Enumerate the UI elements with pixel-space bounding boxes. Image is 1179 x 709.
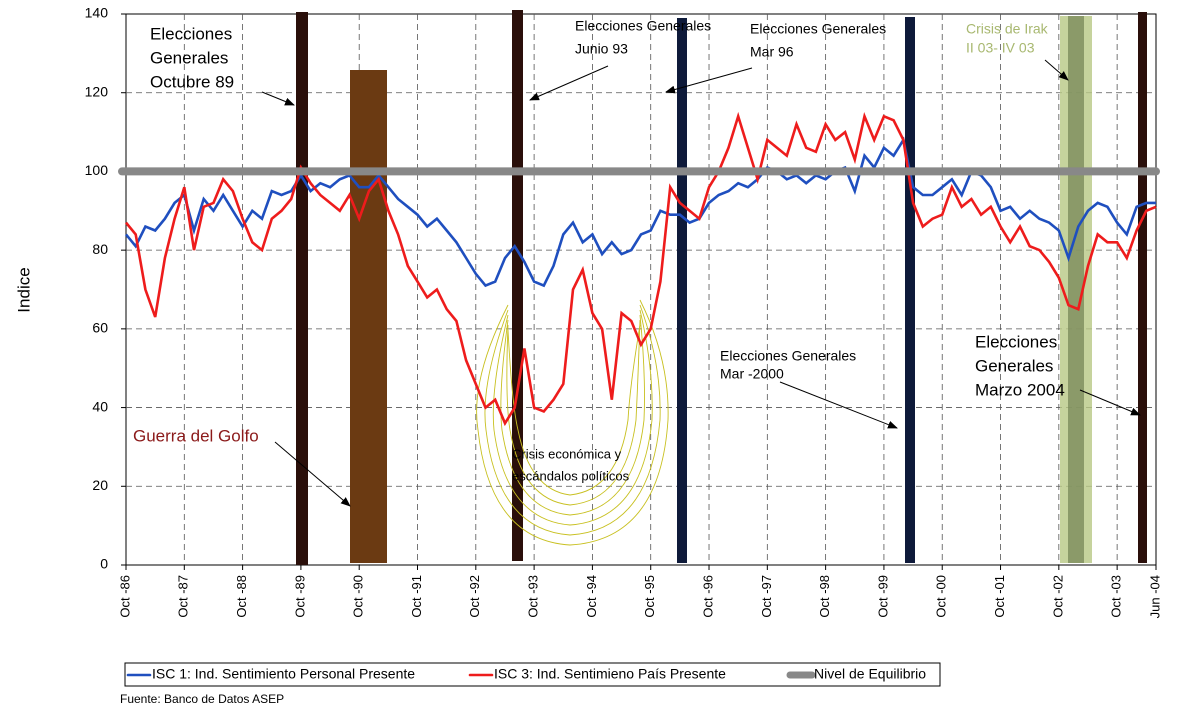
annotation: Elecciones Generales (750, 21, 886, 37)
band-mar96 (677, 18, 687, 563)
band-jun93 (512, 10, 523, 561)
annotation: Elecciones (150, 24, 232, 43)
arrow (274, 441, 351, 507)
x-tick-label: Oct -93 (526, 575, 541, 618)
x-tick-label: Oct -01 (992, 575, 1007, 618)
band-mar00 (905, 17, 915, 563)
x-tick-label: Oct -92 (467, 575, 482, 618)
x-tick-label: Oct -90 (351, 575, 366, 618)
legend-label: ISC 3: Ind. Sentimieno País Presente (494, 666, 726, 682)
x-tick-label: Jun -04 (1147, 575, 1162, 618)
annotation: Elecciones (975, 332, 1057, 351)
annotation: Generales (975, 356, 1053, 375)
legend-box (124, 662, 941, 687)
series-line (124, 111, 1157, 427)
legend-label: ISC 1: Ind. Sentimiento Personal Present… (152, 666, 415, 682)
x-tick-label: Oct -98 (817, 575, 832, 618)
y-tick-label: 0 (100, 556, 108, 572)
x-tick-label: Oct -97 (759, 575, 774, 618)
arrow (779, 381, 898, 429)
x-tick-label: Oct -99 (875, 575, 890, 618)
x-tick-label: Oct -88 (234, 575, 249, 618)
annotation: escándalos políticos (512, 468, 630, 483)
plot-frame (125, 13, 1157, 566)
arrow (261, 91, 295, 106)
annotation: Mar -2000 (720, 366, 784, 382)
annotation: Generales (150, 48, 228, 67)
annotation: Crisis económica y (512, 446, 622, 461)
annotation: Elecciones Generales (720, 348, 856, 364)
arrow (1044, 59, 1069, 81)
x-tick-label: Oct -02 (1050, 575, 1065, 618)
annotation: Guerra del Golfo (133, 426, 259, 445)
y-tick-label: 120 (85, 83, 109, 99)
x-tick-label: Oct -87 (176, 575, 191, 618)
arrow (1079, 389, 1141, 416)
y-axis-label: Indice (14, 267, 33, 312)
plot (118, 111, 1160, 427)
event-bands (296, 10, 1147, 565)
arrows (261, 59, 1141, 507)
y-tick-label: 20 (92, 477, 108, 493)
crisis-fan (476, 299, 669, 546)
annotation: Mar 96 (750, 44, 794, 60)
y-tick-label: 40 (92, 398, 108, 414)
y-tick-label: 60 (92, 320, 108, 336)
x-tick-label: Oct -96 (700, 575, 715, 618)
y-tick-label: 100 (85, 162, 109, 178)
annotation: II 03- IV 03 (966, 40, 1035, 56)
annotations: Elecciones Generales Octubre 89 Elecciones … (133, 18, 1065, 484)
x-tick-label: Oct -94 (584, 575, 599, 618)
annotation: Octubre 89 (150, 72, 234, 91)
arrow (665, 67, 753, 94)
y-tick-label: 80 (92, 241, 108, 257)
y-tick-label: 140 (85, 5, 109, 21)
annotation: Junio 93 (575, 41, 628, 57)
annotation: Marzo 2004 (975, 380, 1065, 399)
band-irak-core (1068, 16, 1084, 563)
annotation: Crisis de Irak (966, 21, 1049, 37)
x-tick-label: Oct -89 (292, 575, 307, 618)
x-tick-label: Oct -03 (1109, 575, 1124, 618)
band-oct89 (296, 12, 308, 565)
x-tick-label: Oct -91 (409, 575, 424, 618)
x-tick-label: Oct -00 (934, 575, 949, 618)
band-gulf (350, 70, 387, 563)
x-tick-label: Oct -86 (117, 575, 132, 618)
legend: ISC 1: Ind. Sentimiento Personal Present… (126, 666, 926, 682)
source: Fuente: Banco de Datos ASEP (120, 692, 284, 706)
grid: 0 20 40 60 80 100 120 140 Oct -86 Oct -87 Oct -88 O… (85, 5, 1163, 619)
x-tick-label: Oct -95 (642, 575, 657, 618)
legend-label: Nivel de Equilibrio (814, 666, 926, 682)
band-mar04 (1138, 12, 1147, 563)
arrow (529, 65, 609, 101)
annotation: Elecciones Generales (575, 18, 711, 34)
